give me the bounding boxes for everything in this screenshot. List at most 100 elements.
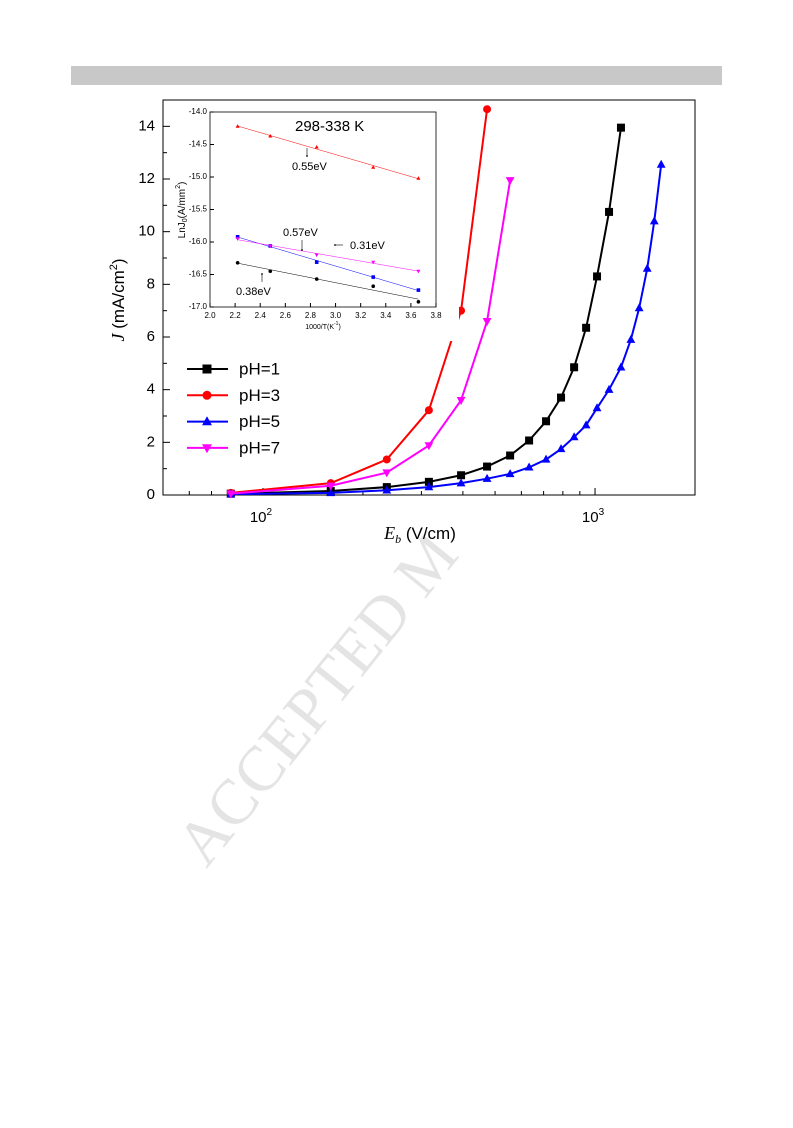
marker xyxy=(416,176,421,180)
y-tick-label: 2 xyxy=(147,433,155,450)
x-tick-label: 2.2 xyxy=(230,311,242,320)
watermark: ACCEPTED M xyxy=(162,520,471,878)
marker xyxy=(626,334,636,343)
y-label-sup: 2 xyxy=(175,185,182,189)
marker xyxy=(457,306,466,315)
y-tick-label: -16.0 xyxy=(189,237,208,246)
y-axis-label: LnJ0(A/mm2) xyxy=(175,182,189,239)
marker xyxy=(371,275,376,279)
marker xyxy=(416,288,421,292)
marker xyxy=(416,300,421,304)
x-tick-label: 3.4 xyxy=(380,311,392,320)
annotation-arrowhead xyxy=(334,244,336,246)
marker xyxy=(235,261,240,265)
annotation: 0.31eV xyxy=(350,240,386,252)
x-tick-label: 103 xyxy=(582,507,605,526)
marker xyxy=(541,454,551,463)
marker xyxy=(235,235,240,239)
marker xyxy=(457,471,466,480)
marker xyxy=(456,478,466,487)
y-tick-label: -15.5 xyxy=(189,205,208,214)
marker xyxy=(604,384,614,393)
marker xyxy=(268,244,273,249)
y-tick-label: 0 xyxy=(147,486,155,503)
x-tick-label: 2.8 xyxy=(305,311,317,320)
legend-label: pH=7 xyxy=(239,438,280,457)
marker xyxy=(649,216,659,225)
marker xyxy=(582,323,591,332)
y-tick-label: 12 xyxy=(138,170,155,187)
inset-background xyxy=(172,104,459,341)
marker xyxy=(235,237,240,241)
marker xyxy=(483,462,492,471)
marker xyxy=(593,272,602,281)
marker xyxy=(634,303,644,312)
y-tick-label: 10 xyxy=(138,223,155,240)
y-axis-label: J (mA/cm2) xyxy=(108,258,129,341)
marker xyxy=(314,144,319,149)
marker xyxy=(605,207,614,216)
y-tick-label: -15.0 xyxy=(189,172,208,181)
y-tick-label: -14.5 xyxy=(189,140,208,149)
x-tick-label: 3.6 xyxy=(405,311,417,320)
marker xyxy=(581,420,591,429)
marker xyxy=(424,482,434,491)
header-bar xyxy=(71,66,722,85)
y-label-close: ) xyxy=(177,182,188,185)
x-label-sup: -1 xyxy=(334,321,339,327)
marker xyxy=(371,284,376,289)
legend-label: pH=3 xyxy=(239,386,280,405)
y-tick-label: 14 xyxy=(138,117,155,134)
marker xyxy=(314,260,319,264)
marker xyxy=(524,462,534,471)
marker xyxy=(482,318,492,326)
x-label-main: 1000/T(K xyxy=(305,324,334,331)
y-label-main: LnJ xyxy=(177,222,188,238)
marker xyxy=(314,277,319,281)
x-label-main: E xyxy=(383,523,395,543)
marker xyxy=(202,390,212,400)
x-label-sub: b xyxy=(395,532,401,546)
annotation-arrowhead xyxy=(261,273,263,275)
y-tick-label: -14.0 xyxy=(189,107,208,116)
x-tick-exponent: 2 xyxy=(267,507,273,518)
x-tick-label: 102 xyxy=(250,507,273,526)
marker xyxy=(314,253,319,258)
marker xyxy=(424,442,434,451)
annotation: 0.57eV xyxy=(283,227,319,239)
marker xyxy=(542,417,551,426)
marker xyxy=(505,469,515,478)
annotation-arrowhead xyxy=(301,249,303,251)
marker xyxy=(482,473,492,482)
y-tick-label: 8 xyxy=(147,275,155,292)
x-tick-label: 3.8 xyxy=(430,311,442,320)
marker xyxy=(326,482,336,491)
x-axis-label: Eb (V/cm) xyxy=(383,523,456,546)
fit-line xyxy=(237,125,419,180)
marker xyxy=(483,105,492,114)
marker xyxy=(202,364,212,374)
marker xyxy=(616,123,625,132)
marker xyxy=(226,490,236,499)
marker xyxy=(642,263,652,272)
marker xyxy=(556,444,566,453)
inset-chart: -14.0 -14.5 -15.0 -15.5 -16.0 -16.5 -17.02.0 2.… xyxy=(172,104,459,341)
y-label-rest: (mA/cm xyxy=(109,270,128,333)
y-tick-label: -17.0 xyxy=(189,302,208,311)
y-label-sup: 2 xyxy=(108,264,120,270)
x-tick-label: 3.2 xyxy=(355,311,367,320)
marker xyxy=(382,469,392,478)
marker xyxy=(616,362,626,371)
annotation: 298-338 K xyxy=(295,118,364,135)
inset-frame xyxy=(209,111,437,308)
marker xyxy=(569,432,579,441)
marker xyxy=(592,403,602,412)
marker xyxy=(202,444,212,454)
y-label-sub: 0 xyxy=(182,218,189,222)
y-tick-label: 6 xyxy=(147,328,155,345)
marker xyxy=(202,416,212,426)
annotation: 0.55eV xyxy=(292,161,328,173)
x-tick-label: 2.6 xyxy=(280,311,292,320)
